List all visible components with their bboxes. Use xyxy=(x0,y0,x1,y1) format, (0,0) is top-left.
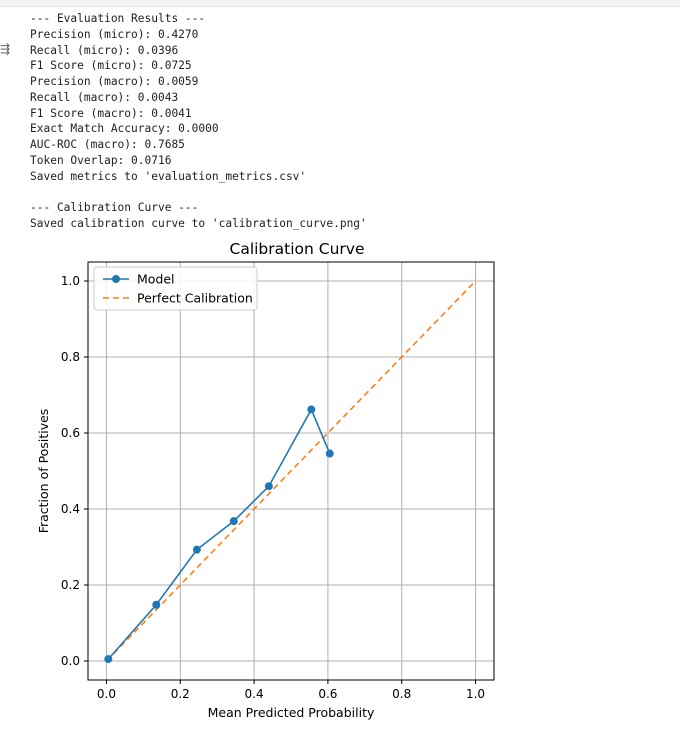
x-tick-label: 1.0 xyxy=(466,687,485,701)
y-axis-label: Fraction of Positives xyxy=(36,409,51,534)
chart-legend: Model Perfect Calibration xyxy=(93,266,258,311)
chart-ticks: 0.0 0.2 0.4 0.6 0.8 1.0 0.0 0.2 0.4 0.6 0.8 1.0 xyxy=(61,274,485,701)
chart-series xyxy=(104,280,477,664)
output-line: Recall (micro): 0.0396 xyxy=(30,43,179,57)
calibration-chart: Calibration Curve 0.0 0.2 0.4 0.6 0.8 1.00.00… xyxy=(36,240,495,720)
x-tick-label: 0.2 xyxy=(171,687,190,701)
y-tick-label: 0.4 xyxy=(61,502,80,516)
x-tick-label: 0.0 xyxy=(97,687,116,701)
output-line: Recall (macro): 0.0043 xyxy=(30,90,179,104)
x-axis-label: Mean Predicted Probability xyxy=(208,705,375,720)
output-line: Precision (micro): 0.4270 xyxy=(30,27,199,41)
model-point xyxy=(229,517,238,526)
output-toggle-icon[interactable]: ⇶ xyxy=(0,42,11,56)
legend-box xyxy=(93,266,258,311)
output-line: --- Calibration Curve --- xyxy=(30,201,199,214)
y-tick-label: 1.0 xyxy=(61,274,80,288)
calibration-figure: Calibration Curve 0.0 0.2 0.4 0.6 0.8 1.0 0.0 0… xyxy=(20,236,540,732)
y-tick-label: 0.6 xyxy=(61,426,80,440)
cell-output-text: --- Evaluation Results --- Precision (mic… xyxy=(30,11,367,232)
top-bar xyxy=(0,0,680,7)
model-point xyxy=(325,449,334,458)
chart-title: Calibration Curve xyxy=(230,240,365,258)
output-line xyxy=(30,184,367,200)
legend-swatch-marker xyxy=(112,275,120,283)
y-tick-label: 0.2 xyxy=(61,578,80,592)
output-line: Saved calibration curve to 'calibration_… xyxy=(30,216,367,230)
model-point xyxy=(152,600,161,609)
model-line xyxy=(107,407,331,660)
output-line: F1 Score (macro): 0.0041 xyxy=(30,106,192,120)
output-line: Precision (macro): 0.0059 xyxy=(30,75,199,88)
output-line: F1 Score (micro): 0.0725 xyxy=(30,59,192,73)
y-tick-label: 0.8 xyxy=(61,350,80,364)
x-tick-label: 0.4 xyxy=(245,687,264,701)
model-point xyxy=(104,655,113,664)
model-point xyxy=(264,482,273,491)
model-point xyxy=(192,545,201,554)
x-tick-label: 0.8 xyxy=(392,687,411,701)
output-line: Saved metrics to 'evaluation_metrics.csv… xyxy=(30,169,307,183)
model-point xyxy=(307,405,316,414)
plot-frame xyxy=(87,261,495,681)
output-line: --- Evaluation Results --- xyxy=(30,12,206,25)
output-line: Exact Match Accuracy: 0.0000 xyxy=(30,122,219,136)
legend-label: Model xyxy=(137,272,175,287)
output-line: AUC-ROC (macro): 0.7685 xyxy=(30,138,185,151)
perfect-calibration-line xyxy=(105,280,477,662)
x-tick-label: 0.6 xyxy=(318,687,337,701)
output-line: Token Overlap: 0.0716 xyxy=(30,153,172,167)
legend-label: Perfect Calibration xyxy=(137,291,253,306)
y-tick-label: 0.0 xyxy=(61,654,80,668)
